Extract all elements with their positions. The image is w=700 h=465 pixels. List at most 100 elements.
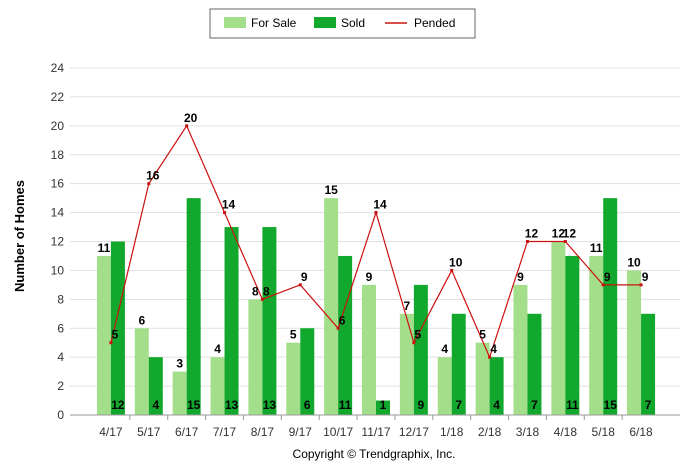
x-tick-label: 3/18 xyxy=(516,425,540,439)
bar-sold xyxy=(565,255,580,415)
pended-value-label: 9 xyxy=(642,270,649,284)
bar-for-sale xyxy=(286,342,301,415)
x-tick-label: 7/17 xyxy=(213,425,237,439)
bar-sold xyxy=(148,357,163,415)
for-sale-value-label: 15 xyxy=(324,183,338,197)
bar-sold xyxy=(451,313,466,415)
x-tick-label: 10/17 xyxy=(323,425,353,439)
x-tick-label: 9/17 xyxy=(289,425,313,439)
y-tick-label: 20 xyxy=(51,119,65,133)
bar-for-sale xyxy=(513,284,528,415)
legend-label-for-sale: For Sale xyxy=(251,16,297,30)
x-tick-label: 11/17 xyxy=(361,425,390,439)
pended-point xyxy=(639,283,643,287)
for-sale-value-label: 11 xyxy=(590,241,603,255)
data-labels: 1112564163152041314813856915116911479547… xyxy=(98,111,652,412)
bar-for-sale xyxy=(134,328,149,415)
bar-sold xyxy=(376,400,390,415)
sold-value-label: 7 xyxy=(645,398,652,412)
bars xyxy=(96,198,656,415)
x-tick-label: 5/18 xyxy=(592,425,616,439)
pended-value-label: 20 xyxy=(184,111,198,125)
bar-for-sale xyxy=(627,270,642,415)
sold-value-label: 11 xyxy=(566,398,579,412)
pended-value-label: 10 xyxy=(449,255,463,269)
for-sale-value-label: 8 xyxy=(252,284,259,298)
pended-point xyxy=(488,355,492,359)
pended-point xyxy=(147,182,151,186)
pended-value-label: 14 xyxy=(373,198,387,212)
pended-point xyxy=(563,240,567,243)
bar-for-sale xyxy=(96,255,111,415)
y-tick-label: 12 xyxy=(51,235,65,249)
legend-swatch-sold xyxy=(314,17,336,28)
bar-for-sale xyxy=(324,198,339,415)
y-tick-label: 0 xyxy=(57,408,64,422)
pended-point xyxy=(298,283,302,287)
y-tick-label: 8 xyxy=(57,292,64,306)
bar-sold xyxy=(224,227,239,415)
copyright-text: Copyright © Trendgraphix, Inc. xyxy=(293,447,456,461)
bar-for-sale xyxy=(210,357,225,415)
sold-value-label: 15 xyxy=(187,398,201,412)
bar-for-sale xyxy=(437,357,452,415)
sold-value-label: 6 xyxy=(304,398,311,412)
bar-for-sale xyxy=(475,342,490,415)
bar-sold xyxy=(641,313,656,415)
legend: For Sale Sold Pended xyxy=(209,8,476,39)
x-tick-label: 6/18 xyxy=(629,425,653,439)
pended-value-label: 14 xyxy=(222,198,236,212)
bar-sold xyxy=(527,313,542,415)
y-tick-label: 4 xyxy=(57,350,64,364)
x-axis-ticks: 4/17 5/17 6/17 7/17 8/17 9/17 10/17 11/17 12/17 1… xyxy=(99,415,653,439)
x-tick-label: 8/17 xyxy=(251,425,275,439)
pended-point xyxy=(109,341,113,345)
x-tick-label: 1/18 xyxy=(440,425,464,439)
y-tick-label: 14 xyxy=(51,206,65,220)
pended-value-label: 12 xyxy=(563,227,577,241)
for-sale-value-label: 10 xyxy=(627,255,641,269)
for-sale-value-label: 11 xyxy=(98,241,111,255)
pended-point xyxy=(450,268,454,272)
bar-sold xyxy=(489,357,504,415)
pended-point xyxy=(223,211,227,215)
bar-for-sale xyxy=(362,284,376,415)
sold-value-label: 7 xyxy=(531,398,538,412)
sold-value-label: 9 xyxy=(418,398,425,412)
y-tick-label: 6 xyxy=(57,321,64,335)
bar-sold xyxy=(338,255,353,415)
bar-sold xyxy=(110,241,125,415)
for-sale-value-label: 12 xyxy=(552,227,566,241)
pended-point xyxy=(185,124,189,128)
for-sale-value-label: 9 xyxy=(366,270,373,284)
sold-value-label: 11 xyxy=(339,398,352,412)
pended-value-label: 8 xyxy=(263,284,270,298)
for-sale-value-label: 5 xyxy=(479,328,486,342)
bar-sold xyxy=(186,198,201,415)
y-tick-label: 16 xyxy=(51,177,65,191)
for-sale-value-label: 5 xyxy=(290,328,297,342)
pended-value-label: 16 xyxy=(146,169,160,183)
y-tick-label: 22 xyxy=(51,90,65,104)
pended-value-label: 4 xyxy=(490,342,497,356)
bar-sold xyxy=(262,227,277,415)
legend-label-pended: Pended xyxy=(414,16,455,30)
sold-value-label: 12 xyxy=(111,398,125,412)
bar-sold xyxy=(603,198,618,415)
bar-sold xyxy=(300,328,315,415)
bar-for-sale xyxy=(589,255,604,415)
y-tick-label: 18 xyxy=(51,148,65,162)
pended-value-label: 6 xyxy=(339,313,346,327)
sold-value-label: 4 xyxy=(152,398,159,412)
pended-point xyxy=(525,240,529,243)
x-tick-label: 4/18 xyxy=(554,425,578,439)
pended-point xyxy=(601,283,605,287)
for-sale-value-label: 3 xyxy=(176,357,183,371)
pended-value-label: 5 xyxy=(112,328,119,342)
pended-point xyxy=(374,211,378,215)
pended-value-label: 5 xyxy=(415,328,422,342)
bar-for-sale xyxy=(551,241,566,415)
legend-box xyxy=(209,8,476,39)
